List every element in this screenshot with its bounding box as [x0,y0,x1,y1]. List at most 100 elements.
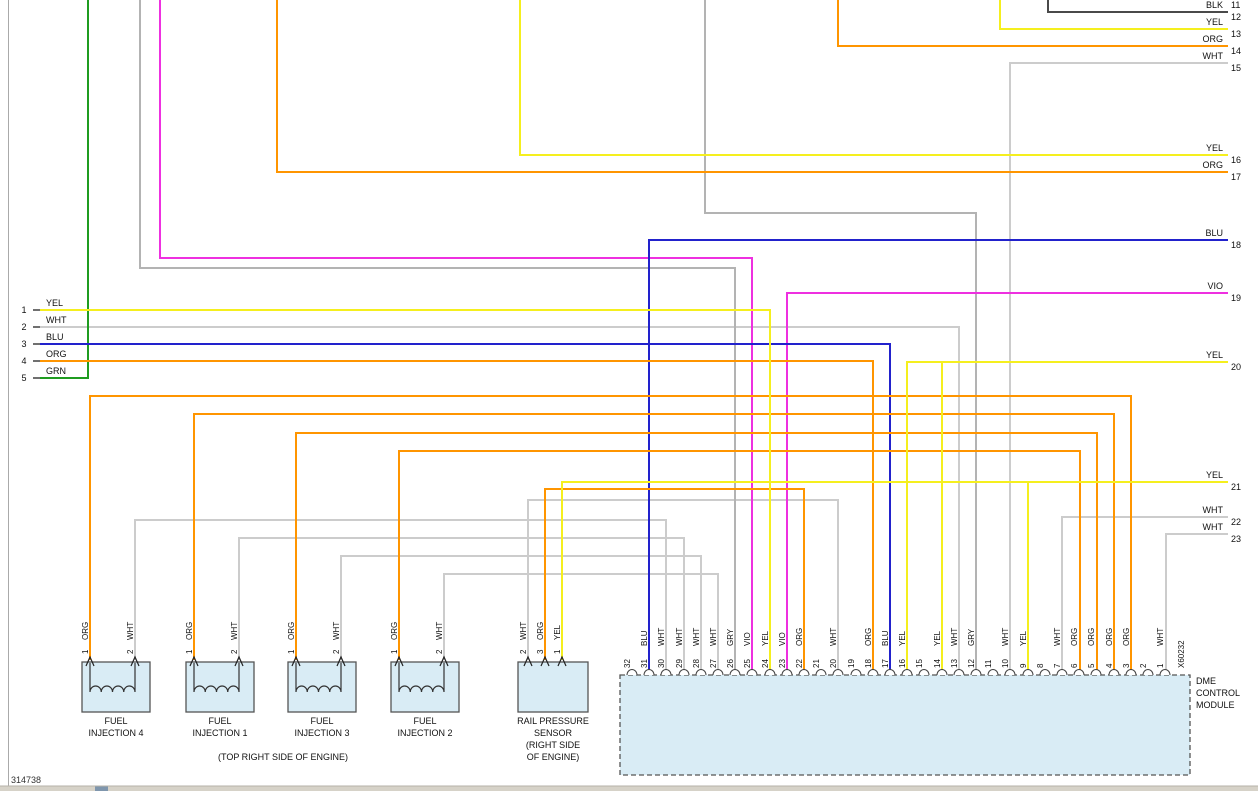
pin-arrow-icon [523,655,533,667]
dme-pin-number: 2 [1139,663,1148,668]
dme-pin-number: 16 [898,659,907,668]
dme-pin-number: 11 [984,659,993,668]
dme-pin-number: 28 [692,659,701,668]
right-wire-color: ORG [1202,160,1223,170]
left-pin-number: 2 [21,322,26,332]
dme-pin-number: 1 [1156,663,1165,668]
injector-pin-wire-color: WHT [126,622,135,640]
dme-pin-socket [729,669,741,676]
wire-gry-top-to-pin12 [704,0,977,670]
right-wire-color: BLK [1206,0,1223,10]
injector-pin-number: 1 [287,649,296,654]
fuel-injection-1-label: INJECTION 1 [192,728,247,738]
fuel-injection-4-label: INJECTION 4 [88,728,143,738]
figure-number: 314738 [11,775,41,785]
right-pin-number: 20 [1231,362,1241,372]
wire-grn-top-to-left5 [40,0,89,379]
dme-pin-number: 6 [1070,663,1079,668]
sensor-pin-wire-color: ORG [536,622,545,640]
left-pin-color: YEL [46,298,63,308]
dme-pin-wire-color: BLU [881,630,890,646]
dme-pin-number: 18 [864,659,873,668]
right-pin-number: 21 [1231,482,1241,492]
pin-arrow-icon [85,655,95,667]
injector-pin-wire-color: ORG [185,622,194,640]
sensor-pin-number: 1 [553,649,562,654]
left-pin-color: BLU [46,332,64,342]
dme-pin-wire-color: ORG [1122,628,1131,646]
injector-group-note: (TOP RIGHT SIDE OF ENGINE) [218,752,348,762]
dme-pin-number: 13 [950,659,959,668]
dme-pin-number: 23 [778,659,787,668]
dme-pin-socket [850,669,862,676]
dme-pin-wire-color: WHT [1053,628,1062,646]
wire-wht-sensor2-to-pin20 [527,499,839,670]
dme-pin-number: 20 [829,659,838,668]
dme-pin-socket [1090,669,1102,676]
wire-wht-inj4-to-pin30 [134,519,667,670]
wire-wht-left2-to-pin13 [40,326,960,670]
wire-wht-inj3-to-pin28 [340,555,702,670]
dme-pin-wire-color: VIO [778,632,787,646]
dme-pin-number: 31 [640,659,649,668]
wire-blk-top-12 [1047,0,1228,13]
dme-pin-wire-color: GRY [967,628,976,646]
wire-yel-sensor1-to-21 [561,481,1228,660]
dme-pin-socket [746,669,758,676]
dme-pin-wire-color: ORG [1105,628,1114,646]
dme-pin-socket [884,669,896,676]
dme-pin-wire-color: WHT [692,628,701,646]
right-pin-number: 14 [1231,46,1241,56]
dme-pin-wire-color: YEL [898,630,907,646]
wire-yel-left1-to-pin24 [40,309,771,670]
dme-pin-socket [970,669,982,676]
wires-layer [33,0,1228,670]
components-layer [81,655,1191,776]
right-pin-number: 18 [1231,240,1241,250]
injector-pin-number: 2 [435,649,444,654]
right-pin-number: 12 [1231,12,1241,22]
right-wire-color: ORG [1202,34,1223,44]
dme-pin-wire-color: ORG [795,628,804,646]
fuel-injection-1-label: FUEL [208,716,231,726]
left-pin-color: WHT [46,315,67,325]
dme-pin-socket [1159,669,1171,676]
pin-arrow-icon [189,655,199,667]
injector-coil-symbol [398,663,445,693]
wire-vio-top-to-pin25 [159,0,753,670]
dme-pin-wire-color: WHT [709,628,718,646]
dme-pin-number: 8 [1036,663,1045,668]
dme-pin-socket [695,669,707,676]
dme-pin-number: 5 [1087,663,1096,668]
dme-pin-number: 22 [795,659,804,668]
pin-arrow-icon [130,655,140,667]
left-pin-number: 5 [21,373,26,383]
wire-org-inj2-to-pin6 [398,450,1081,670]
dme-pin-wire-color: WHT [1001,628,1010,646]
dme-pin-number: 14 [933,659,942,668]
dme-pin-socket [798,669,810,676]
dme-pin-number: 7 [1053,663,1062,668]
rail-pressure-sensor-label: (RIGHT SIDE [526,740,580,750]
right-pin-number: 11 [1231,0,1240,10]
rail-pressure-sensor-label: OF ENGINE) [527,752,580,762]
dme-pin-wire-color: WHT [950,628,959,646]
pin-arrow-icon [291,655,301,667]
dme-pin-socket [781,669,793,676]
right-wire-color: BLU [1205,228,1223,238]
injector-pin-number: 2 [126,649,135,654]
dme-pin-wire-color: ORG [1070,628,1079,646]
fuel-injection-2-label: INJECTION 2 [397,728,452,738]
dme-pin-wire-color: VIO [743,632,752,646]
injector-pin-wire-color: ORG [81,622,90,640]
left-pin-number: 3 [21,339,26,349]
dme-pin-wire-color: ORG [864,628,873,646]
dme-pin-socket [1073,669,1085,676]
dme-pin-socket [987,669,999,676]
right-wire-color: YEL [1206,143,1223,153]
injector-pin-wire-color: ORG [390,622,399,640]
sensor-pin-number: 2 [519,649,528,654]
dme-pin-number: 30 [657,659,666,668]
left-pin-color: ORG [46,349,67,359]
